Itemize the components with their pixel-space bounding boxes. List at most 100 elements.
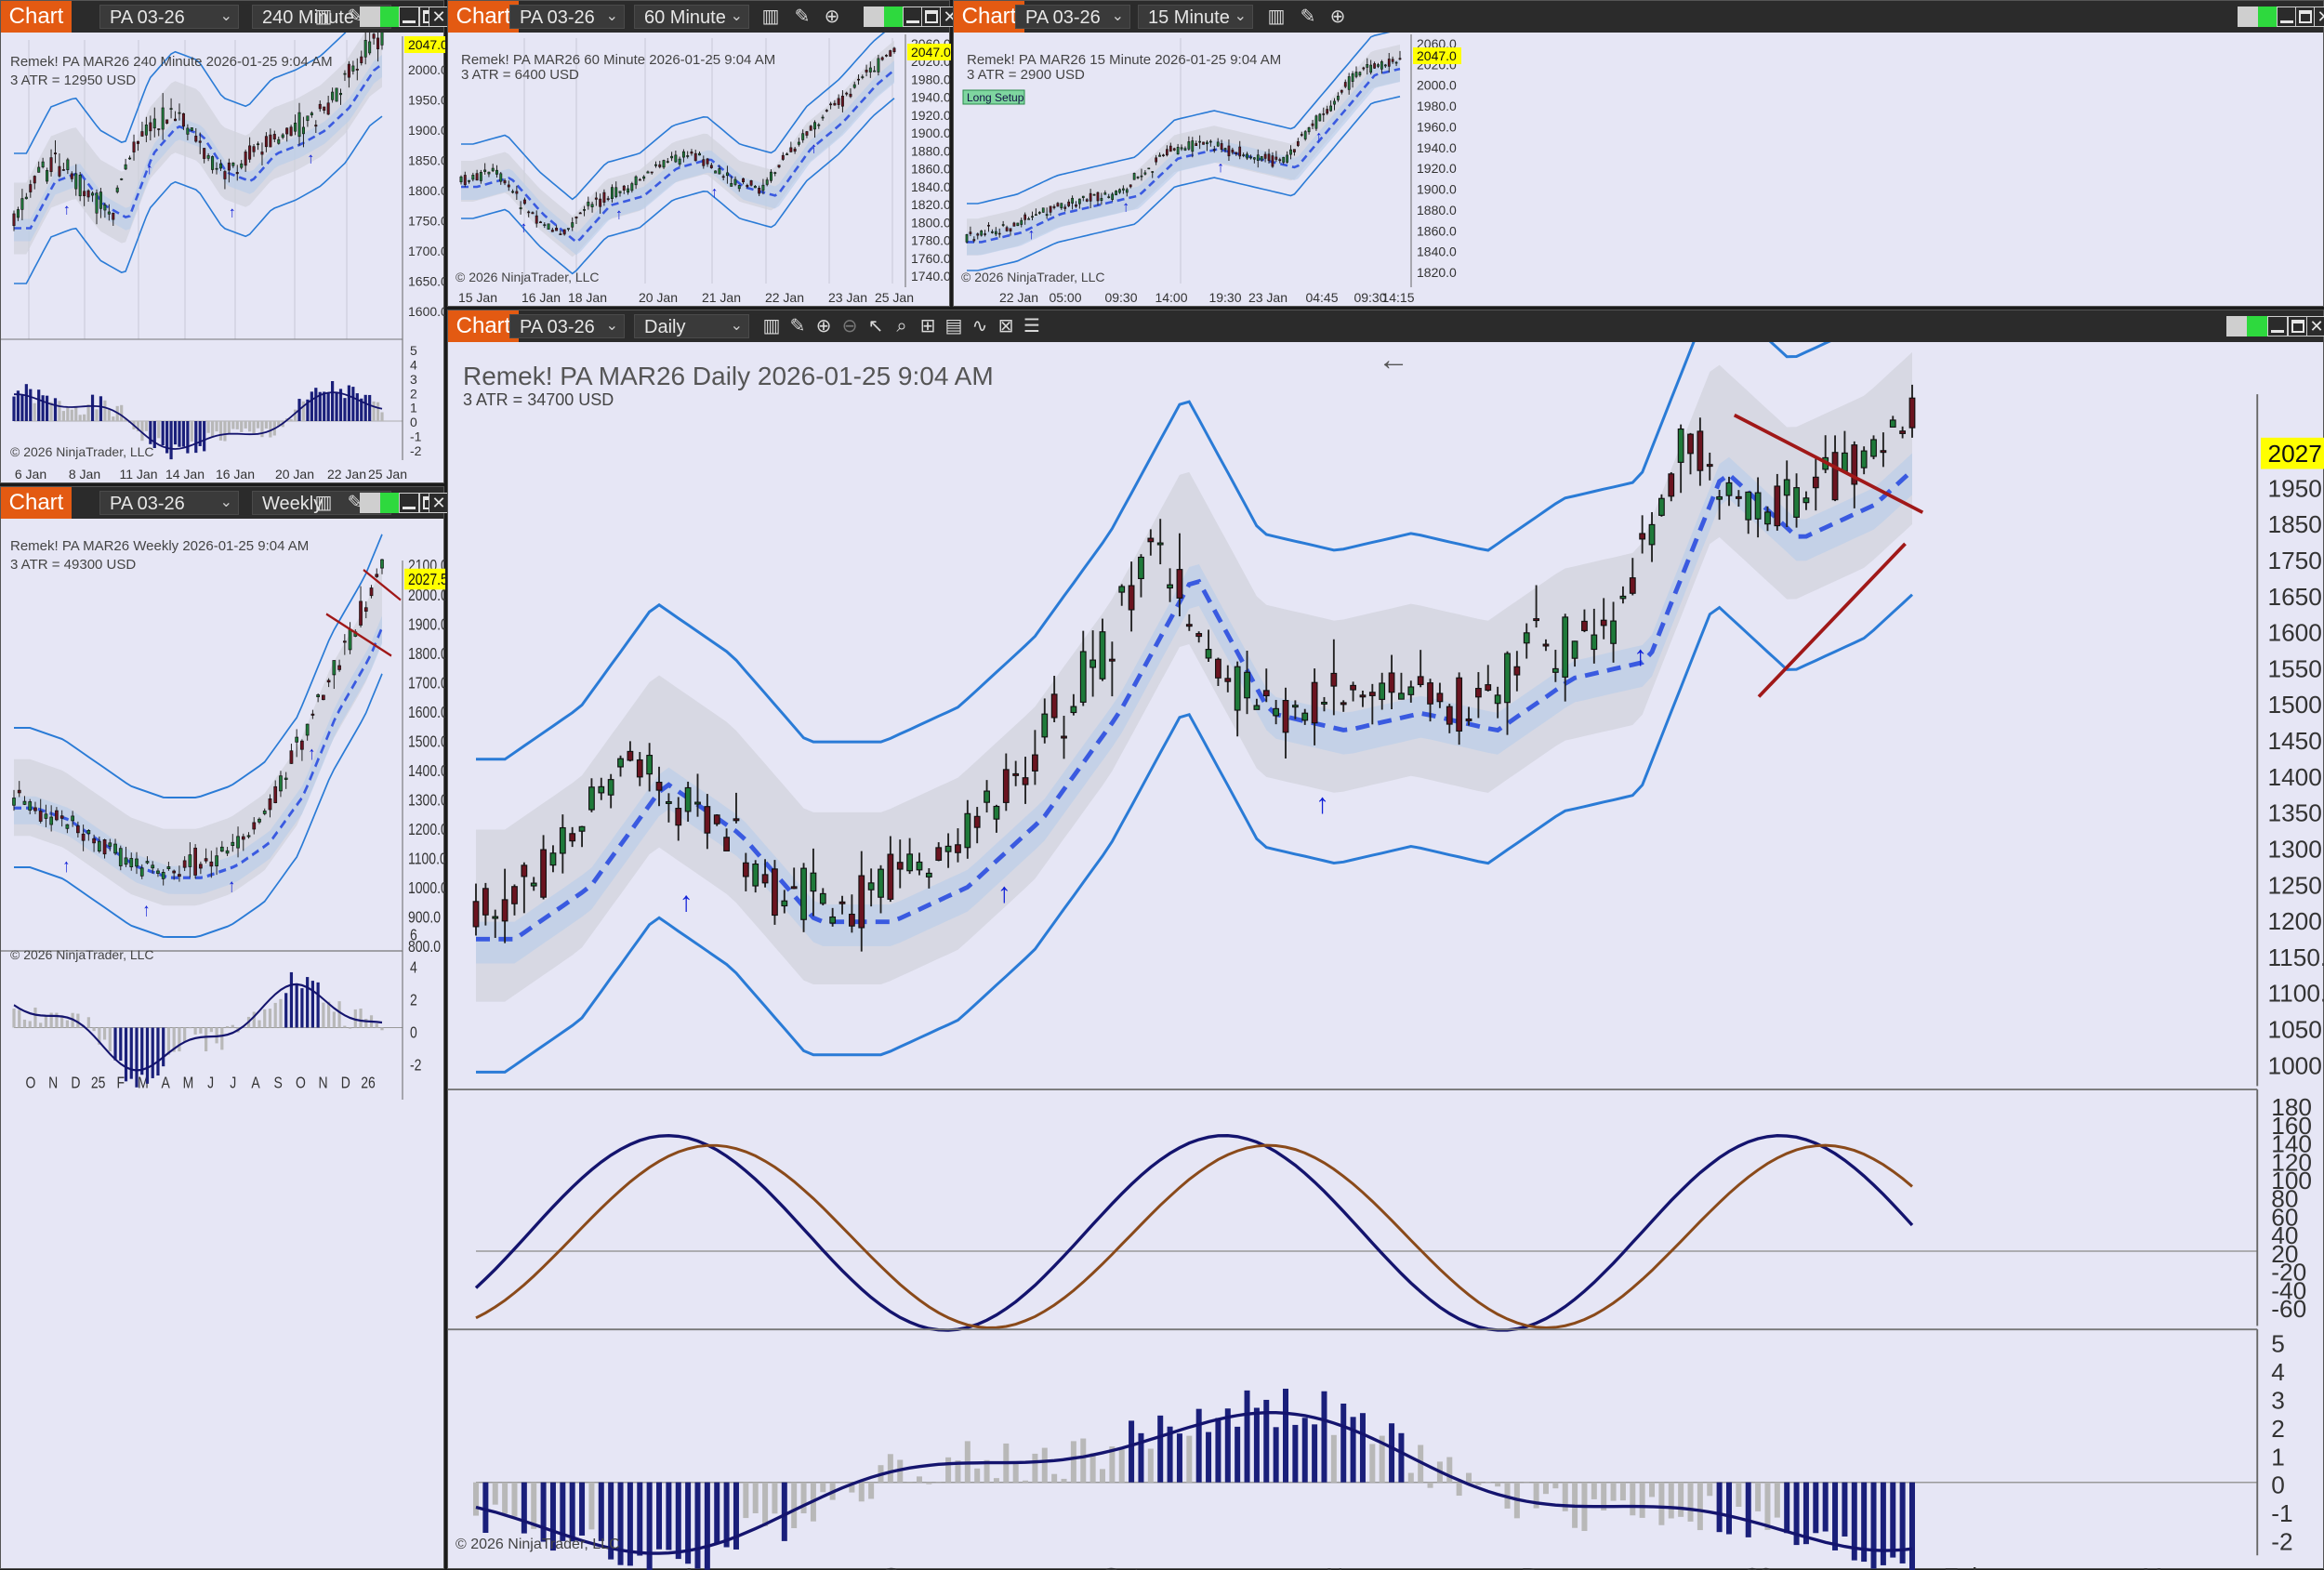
histogram-bar (37, 389, 40, 421)
strategies-icon[interactable]: ⊠ (996, 316, 1016, 336)
grey-button[interactable] (2226, 316, 2247, 336)
bar-style-icon[interactable]: ▥ (1266, 7, 1287, 27)
histogram-bar (493, 1483, 498, 1505)
interval-selector[interactable]: Daily⌄ (634, 314, 749, 338)
zoom-out-icon[interactable]: ⊖ (839, 316, 860, 336)
chart-canvas[interactable]: ↑↑↑↑2060.02020.01980.01940.01920.01900.0… (448, 33, 951, 308)
candle (248, 146, 250, 159)
close-button[interactable]: ✕ (429, 493, 449, 513)
price-tick-label: 1500.0 (2268, 691, 2324, 719)
minimize-button[interactable] (2277, 7, 2297, 27)
histogram-bar (231, 421, 234, 429)
minimize-button[interactable] (903, 7, 923, 27)
chart-tab[interactable]: Chart (1, 1, 72, 33)
templates-icon[interactable]: ▤ (944, 316, 964, 336)
link-button[interactable] (2247, 316, 2267, 336)
zoom-in-icon[interactable]: ⊕ (822, 7, 842, 27)
link-button[interactable] (380, 7, 401, 27)
price-tick-label: 1450.0 (2268, 727, 2324, 755)
histogram-bar (33, 403, 36, 421)
minimize-button[interactable] (2267, 316, 2288, 336)
grey-button[interactable] (2238, 7, 2258, 27)
candle (1717, 497, 1723, 500)
candle (29, 801, 32, 810)
properties-icon[interactable]: ⊞ (918, 316, 938, 336)
back-arrow-icon[interactable]: ← (1378, 342, 1409, 377)
buy-arrow-icon: ↑ (308, 743, 315, 763)
candle (698, 153, 700, 155)
price-tick-label: 1500.0 (408, 733, 445, 751)
link-button[interactable] (2258, 7, 2278, 27)
histogram-bar (994, 1478, 999, 1483)
maximize-button[interactable] (2288, 316, 2308, 336)
chart-canvas[interactable]: ↑↑↑↑1950.01850.01750.01650.01600.01550.0… (448, 342, 2324, 1570)
chart-tab[interactable]: Chart (954, 1, 1024, 33)
histogram-bar (1013, 1463, 1019, 1483)
chart-tab[interactable]: Chart (448, 1, 519, 33)
candle (368, 42, 370, 53)
candle (965, 813, 971, 847)
candle (774, 173, 776, 174)
histogram-bar (945, 1458, 951, 1483)
interval-selector[interactable]: 60 Minute⌄ (634, 5, 749, 29)
zoom-in-icon[interactable]: ⊕ (1327, 7, 1348, 27)
candle (1225, 679, 1231, 681)
candle (1348, 76, 1350, 89)
chart-tab[interactable]: Chart (1, 487, 72, 519)
instrument-selector[interactable]: PA 03-26⌄ (99, 5, 239, 29)
pencil-icon[interactable]: ✎ (792, 7, 812, 27)
bar-style-icon[interactable]: ▥ (313, 7, 334, 27)
instrument-selector[interactable]: PA 03-26⌄ (509, 314, 625, 338)
bar-style-icon[interactable]: ▥ (760, 7, 781, 27)
histogram-bar (284, 993, 287, 1027)
close-button[interactable]: ✕ (429, 7, 449, 27)
histogram-bar (1717, 1483, 1723, 1532)
pencil-icon[interactable]: ✎ (787, 316, 808, 336)
data-box-icon[interactable]: ⌕ (891, 316, 912, 336)
pencil-icon[interactable]: ✎ (1298, 7, 1318, 27)
maximize-button[interactable] (2295, 7, 2316, 27)
link-button[interactable] (884, 7, 905, 27)
candle (135, 859, 138, 866)
bar-style-icon[interactable]: ▥ (313, 493, 334, 513)
candle (152, 865, 154, 868)
candle (361, 57, 363, 63)
bar-style-icon[interactable]: ▥ (761, 316, 782, 336)
histogram-bar (618, 1483, 624, 1565)
chart-canvas[interactable]: ↑↑↑↑2060.02020.02000.01980.01960.01940.0… (954, 33, 2324, 308)
candle (352, 66, 354, 72)
candle (778, 165, 780, 167)
instrument-selector[interactable]: PA 03-26⌄ (509, 5, 625, 29)
list-icon[interactable]: ☰ (1022, 316, 1042, 336)
minimize-button[interactable] (399, 493, 419, 513)
minimize-button[interactable] (399, 7, 419, 27)
close-button[interactable]: ✕ (2306, 316, 2324, 336)
instrument-selector[interactable]: PA 03-26⌄ (99, 491, 239, 515)
candle (174, 119, 176, 121)
indicators-icon[interactable]: ∿ (970, 316, 990, 336)
interval-value: Daily (644, 317, 685, 337)
candle (885, 55, 887, 56)
chart-canvas[interactable]: ↑↑↑↑2000.01950.01900.01850.01800.01750.0… (1, 33, 445, 484)
close-button[interactable]: ✕ (2314, 7, 2324, 27)
instrument-selector[interactable]: PA 03-26⌄ (1015, 5, 1130, 29)
pointer-icon[interactable]: ↖ (865, 316, 886, 336)
candle (1023, 778, 1028, 785)
candle (710, 165, 712, 168)
histogram-bar (135, 1028, 138, 1088)
candle (319, 104, 321, 109)
chart-tab[interactable]: Chart (448, 310, 519, 342)
chart-canvas[interactable]: ↑↑↑↑2100.02000.01900.01800.01700.01600.0… (1, 519, 445, 1570)
maximize-button[interactable] (921, 7, 942, 27)
candle (39, 811, 42, 822)
histogram-bar (42, 395, 45, 421)
candle (603, 192, 605, 203)
price-tick-label: 1800.0 (408, 183, 445, 198)
grey-button[interactable] (360, 7, 380, 27)
grey-button[interactable] (360, 493, 380, 513)
interval-selector[interactable]: 15 Minute⌄ (1138, 5, 1253, 29)
grey-button[interactable] (864, 7, 884, 27)
zoom-in-icon[interactable]: ⊕ (813, 316, 834, 336)
candle (162, 872, 165, 878)
link-button[interactable] (380, 493, 401, 513)
